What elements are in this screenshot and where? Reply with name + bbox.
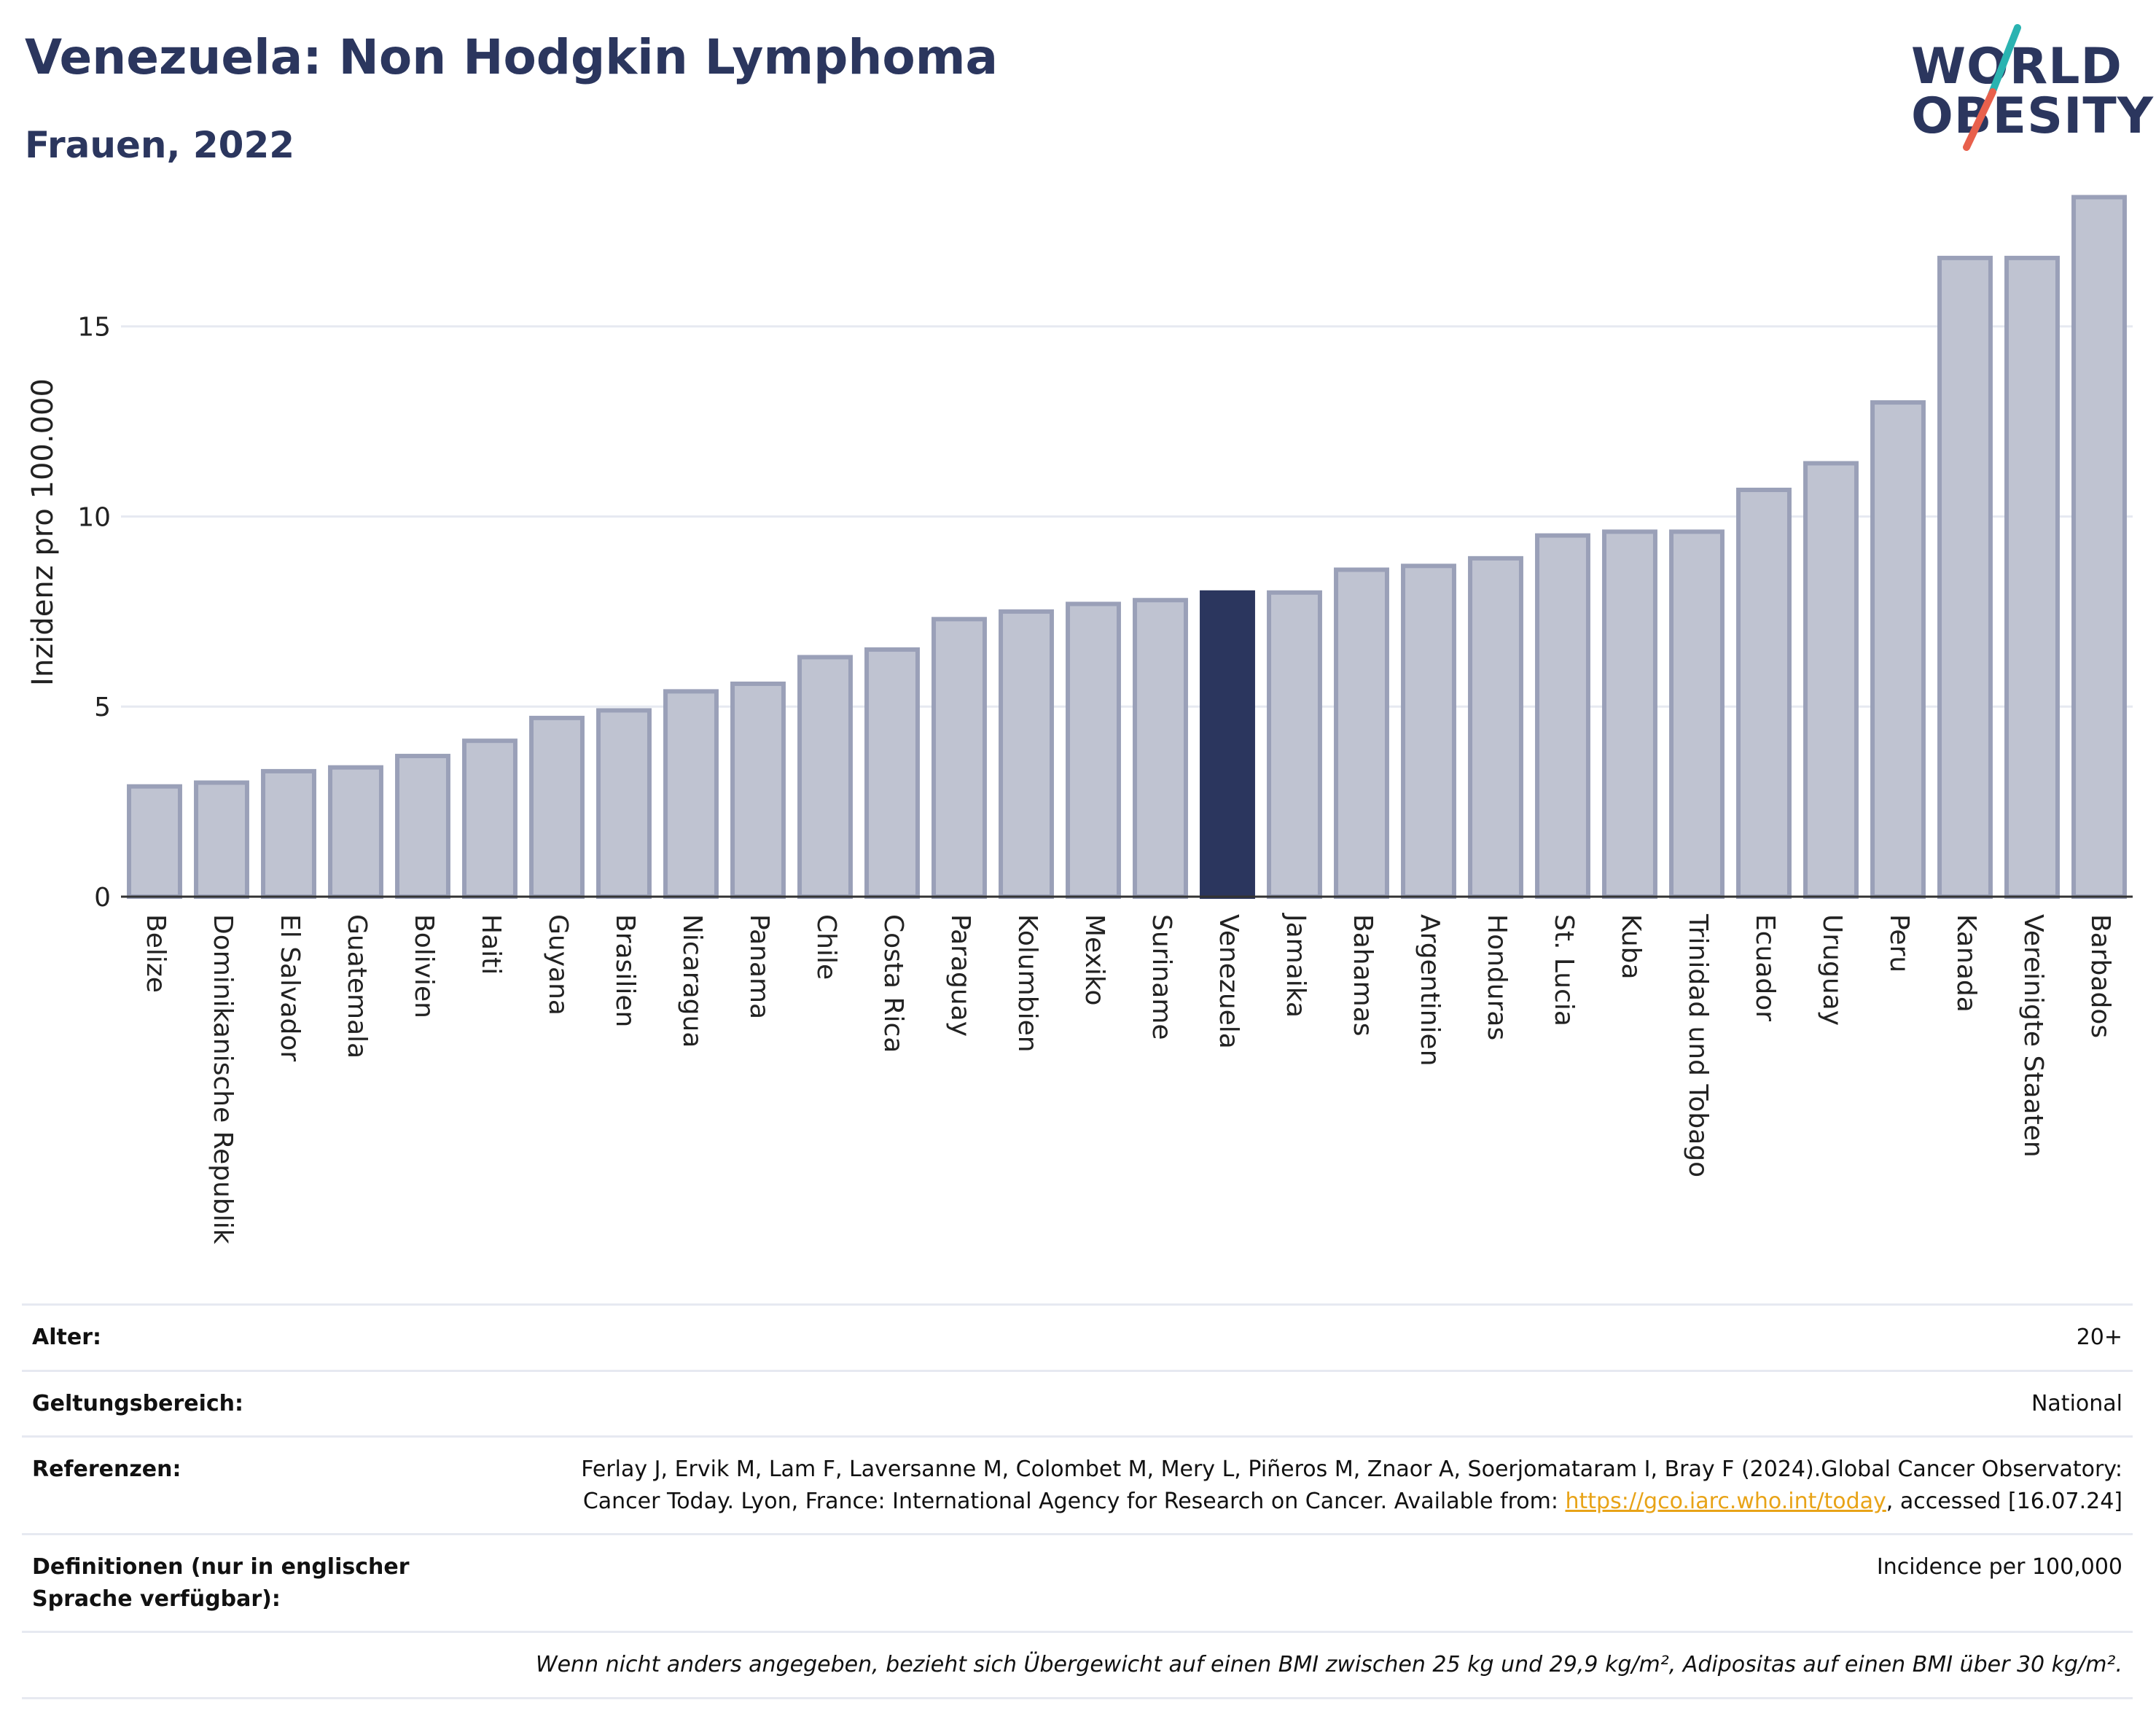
x-tick-label: Honduras <box>1482 914 1512 1040</box>
bar-costa-rica <box>864 647 920 899</box>
x-tick-label: Haiti <box>476 914 506 975</box>
x-tick-label: Ecuador <box>1750 914 1780 1021</box>
x-tick-label: Brasilien <box>610 914 640 1027</box>
x-tick-label: Nicaragua <box>677 914 707 1048</box>
bars <box>127 195 2127 900</box>
bar-guyana <box>529 715 585 899</box>
y-tick-labels: 0 5 10 15 <box>77 313 111 913</box>
x-tick-label: Costa Rica <box>878 914 908 1053</box>
x-tick-label: Bolivien <box>409 914 439 1018</box>
age-label: Alter: <box>22 1303 509 1371</box>
x-tick-label: Venezuela <box>1214 914 1243 1049</box>
info-row-scope: Geltungsbereich: National <box>22 1369 2133 1437</box>
age-value: 20+ <box>509 1303 2133 1371</box>
references-link[interactable]: https://gco.iarc.who.int/today <box>1565 1488 1886 1514</box>
bar-vereinigte-staaten <box>2004 255 2060 899</box>
x-tick-label: Bahamas <box>1348 914 1378 1037</box>
scope-label: Geltungsbereich: <box>22 1369 509 1437</box>
y-tick-label: 5 <box>94 693 111 722</box>
info-row-definitions: Definitionen (nur in englischer Sprache … <box>22 1533 2133 1632</box>
bar-barbados <box>2071 195 2127 899</box>
x-tick-label: Paraguay <box>945 914 975 1037</box>
page-subtitle: Frauen, 2022 <box>25 124 295 166</box>
world-obesity-logo: WORLD OBESITY <box>1902 22 2153 153</box>
bar-paraguay <box>931 617 987 899</box>
x-tick-label: Chile <box>811 914 841 980</box>
bar-bahamas <box>1334 567 1389 899</box>
bar-ecuador <box>1736 487 1792 899</box>
definitions-label: Definitionen (nur in englischer Sprache … <box>22 1533 509 1632</box>
x-tick-label: Peru <box>1884 914 1914 972</box>
bar-uruguay <box>1803 461 1859 899</box>
x-tick-label: Kanada <box>1951 914 1981 1013</box>
bar-panama <box>730 681 786 899</box>
bar-st-lucia <box>1535 533 1590 899</box>
footnote: Wenn nicht anders angegeben, bezieht sic… <box>22 1631 2133 1699</box>
x-tick-label: Barbados <box>2085 914 2115 1038</box>
info-row-age: Alter: 20+ <box>22 1303 2133 1371</box>
x-tick-labels: Belize Dominikanische Republik El Salvador… <box>141 913 2115 1244</box>
bar-brasilien <box>596 708 652 899</box>
y-tick-label: 10 <box>77 502 111 532</box>
x-tick-label: Trinidad und Tobago <box>1683 913 1713 1177</box>
y-axis-label: Inzidenz pro 100.000 <box>26 378 60 686</box>
x-tick-label: Guatemala <box>342 914 372 1058</box>
x-tick-label: Jamaika <box>1281 913 1311 1018</box>
x-tick-label: El Salvador <box>275 914 305 1061</box>
x-tick-label: Dominikanische Republik <box>208 914 238 1244</box>
x-tick-label: Vereinigte Staaten <box>2018 914 2048 1158</box>
bar-guatemala <box>328 765 383 899</box>
bar-chile <box>797 655 853 899</box>
x-tick-label: Argentinien <box>1415 914 1445 1067</box>
bar-nicaragua <box>663 689 719 899</box>
bar-argentinien <box>1401 564 1456 900</box>
bar-kanada <box>1937 255 1993 899</box>
x-tick-label: Uruguay <box>1817 914 1847 1026</box>
page-title: Venezuela: Non Hodgkin Lymphoma <box>25 29 999 85</box>
x-tick-label: Suriname <box>1147 914 1176 1040</box>
bar-chart: 0 5 10 15 Belize Dominikanische Republik El S… <box>26 195 2133 1244</box>
y-tick-label: 15 <box>77 313 111 343</box>
bar-bolivien <box>395 754 450 900</box>
bar-dominikanische-republik <box>194 780 249 900</box>
x-tick-label: Belize <box>141 914 171 993</box>
bar-haiti <box>462 738 517 899</box>
bar-kolumbien <box>999 609 1054 899</box>
bar-mexiko <box>1066 601 1121 899</box>
references-text: Ferlay J, Ervik M, Lam F, Laversanne M, … <box>581 1457 2122 1514</box>
definitions-value: Incidence per 100,000 <box>509 1533 2133 1632</box>
bar-belize <box>127 784 182 899</box>
logo-line-1: WORLD <box>1911 38 2122 95</box>
x-tick-label: Kolumbien <box>1012 914 1042 1053</box>
references-suffix: , accessed [16.07.24] <box>1886 1488 2122 1514</box>
x-tick-label: Guyana <box>543 914 573 1015</box>
x-tick-label: St. Lucia <box>1549 914 1579 1026</box>
bar-kuba <box>1602 529 1657 899</box>
bar-venezuela <box>1200 590 1255 900</box>
bar-peru <box>1870 400 1926 899</box>
references-label: Referenzen: <box>22 1435 509 1535</box>
info-row-footnote: Wenn nicht anders angegeben, bezieht sic… <box>22 1631 2133 1699</box>
grid-lines <box>121 325 2133 708</box>
info-row-references: Referenzen: Ferlay J, Ervik M, Lam F, La… <box>22 1435 2133 1535</box>
y-tick-label: 0 <box>94 883 111 913</box>
x-tick-label: Kuba <box>1616 914 1646 980</box>
x-tick-label: Panama <box>744 914 774 1019</box>
bar-honduras <box>1468 555 1523 899</box>
x-tick-label: Mexiko <box>1079 914 1109 1005</box>
logo-line-2: OBESITY <box>1911 87 2154 145</box>
bar-trinidad-und-tobago <box>1669 529 1725 899</box>
bar-el-salvador <box>261 768 316 899</box>
info-table: Alter: 20+ Geltungsbereich: National Ref… <box>22 1303 2133 1699</box>
scope-value: National <box>509 1369 2133 1437</box>
bar-jamaika <box>1267 590 1322 900</box>
bar-suriname <box>1133 598 1188 900</box>
references-value: Ferlay J, Ervik M, Lam F, Laversanne M, … <box>509 1435 2133 1535</box>
logo-slash-icon <box>1963 24 2021 151</box>
